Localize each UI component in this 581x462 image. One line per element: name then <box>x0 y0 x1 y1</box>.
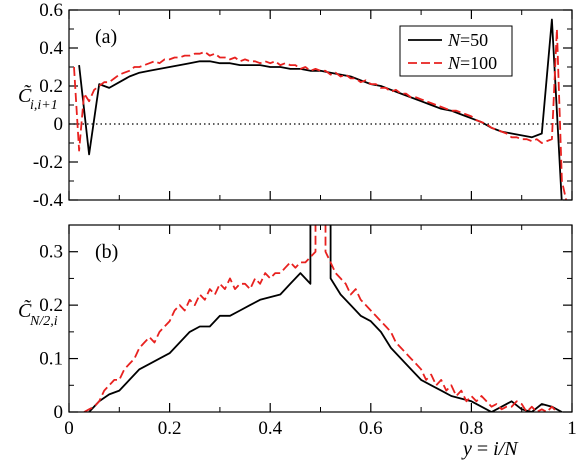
legend-label-n50-val: =50 <box>460 30 488 50</box>
ytick-label: 0 <box>54 114 64 135</box>
xtick-label: 0.8 <box>460 418 484 439</box>
panel-a: -0.4-0.200.20.40.6 (a) C̃ i,i+1 N=50 N=1… <box>18 0 573 211</box>
ytick-label: 0.4 <box>39 38 63 59</box>
ytick-label: 0.3 <box>39 242 63 263</box>
panel-a-frame <box>68 9 573 201</box>
panel-b-tick-labels: 0 0.1 0.2 0.3 0 0.2 0.4 0.6 0.8 1 <box>39 242 577 439</box>
panel-b: 0 0.1 0.2 0.3 0 0.2 0.4 0.6 0.8 1 (b) C̃ N/2,i y … <box>18 224 577 460</box>
panel-b-frame <box>68 224 573 413</box>
xtick-label: 0.2 <box>158 418 182 439</box>
panel-a-series <box>73 18 568 200</box>
legend-label-n100-var: N <box>447 53 461 73</box>
ytick-label: 0.2 <box>39 295 63 316</box>
legend: N=50 N=100 <box>399 25 513 77</box>
ytick-label: -0.2 <box>33 152 63 173</box>
legend-box <box>399 25 513 77</box>
panel-b-ylabel-main: C̃ <box>18 299 32 322</box>
legend-label-n50-var: N <box>447 30 461 50</box>
panel-a-ylabel: C̃ i,i+1 <box>18 84 58 113</box>
legend-label-n100-val: =100 <box>460 53 497 73</box>
xtick-label: 0 <box>64 418 74 439</box>
xtick-label: 1 <box>567 418 577 439</box>
x-axis-label-eq: = <box>472 438 493 460</box>
xtick-label: 0.4 <box>258 418 282 439</box>
ytick-label: -0.4 <box>33 190 64 211</box>
ytick-label: 0.2 <box>39 76 63 97</box>
series-line-n100 <box>83 225 558 412</box>
x-axis-label-var: y <box>461 438 472 460</box>
x-axis-label-expr: i/N <box>493 438 519 460</box>
x-axis-label: y = i/N <box>461 438 519 460</box>
panel-a-tick-labels: -0.4 -0.2 0 0.2 0.4 0.6 <box>33 0 64 211</box>
panel-b-label: (b) <box>95 241 118 263</box>
ytick-label: 0 <box>54 402 64 423</box>
legend-label-n100: N=100 <box>447 53 497 73</box>
xtick-label: 0.6 <box>359 418 383 439</box>
panel-a-label: (a) <box>95 26 117 48</box>
panel-b-ticks <box>68 225 573 413</box>
ytick-label: 0.1 <box>39 349 63 370</box>
panel-b-series <box>83 225 563 412</box>
panel-a-ylabel-sub: i,i+1 <box>30 98 58 113</box>
panel-b-ylabel: C̃ N/2,i <box>18 299 58 329</box>
legend-label-n50: N=50 <box>447 30 488 50</box>
ytick-label: 0.6 <box>39 0 63 21</box>
series-line-n50 <box>88 225 563 412</box>
panel-b-ylabel-sub: N/2,i <box>29 314 58 329</box>
panel-a-ylabel-main: C̃ <box>18 84 32 107</box>
